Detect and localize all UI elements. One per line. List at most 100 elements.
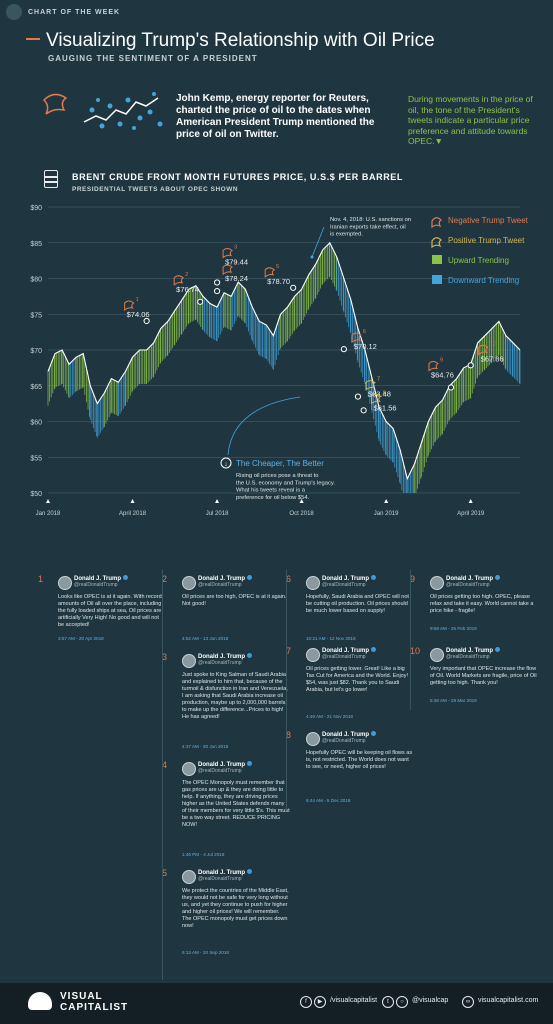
avatar <box>182 762 196 776</box>
tweet-number: 9 <box>410 574 416 584</box>
instagram-icon[interactable]: ○ <box>396 996 408 1008</box>
x-tick-label: April 2018 <box>119 511 147 517</box>
tweet-number: 7 <box>286 646 292 656</box>
tweet-price-label: $79.44 <box>225 258 248 267</box>
x-tick-marker <box>468 499 473 503</box>
tweet-author: Donald J. Trump <box>198 575 253 582</box>
tweet-text: We protect the countries of the Middle E… <box>182 888 289 929</box>
oil-price-chart: $90 $85 $80 $75 $70 $65 $60 $55 $50 Jan 2018 April… <box>30 205 529 517</box>
tweet-handle: @realDonaldTrump <box>322 738 366 744</box>
legend-hair-icon <box>431 217 442 229</box>
tweet-card: 1 Donald J. Trump @realDonaldTrump Looks li… <box>38 574 168 644</box>
avatar <box>306 648 320 662</box>
trump-hair-icon <box>371 393 382 405</box>
tweet-timestamp: 3:57 AM - 20 Apr 2018 <box>58 636 104 641</box>
column-divider <box>410 570 411 710</box>
tweet-number: 9 <box>440 357 443 363</box>
trump-hair-icon <box>264 267 276 278</box>
avatar <box>306 576 320 590</box>
tweet-card: 6 Donald J. Trump @realDonaldTrump Hopefull… <box>286 574 416 644</box>
down-arrow-glyph: ↓ <box>224 461 228 468</box>
facebook-icon[interactable]: f <box>300 996 312 1008</box>
tweet-number: 2 <box>162 574 168 584</box>
brand-line-2: CAPITALIST <box>60 1002 129 1013</box>
tweet-marker <box>213 279 221 286</box>
tweet-marker <box>197 298 204 305</box>
tweet-author: Donald J. Trump <box>322 575 377 582</box>
tweet-text: Hopefully OPEC will be keeping oil flows… <box>306 750 413 770</box>
tweet-number: 10 <box>410 646 421 656</box>
annotation-top-text: Nov. 4, 2018: U.S. sanctions on <box>330 217 411 223</box>
chart-subtitle: PRESIDENTIAL TWEETS ABOUT OPEC SHOWN <box>72 186 239 193</box>
tweet-marker <box>467 362 474 369</box>
oil-barrel-icon <box>44 170 58 188</box>
tweet-timestamp: 6:13 AM - 20 Sep 2018 <box>182 950 229 955</box>
tweet-price-label: $64.76 <box>431 370 454 379</box>
x-tick-marker <box>384 499 389 503</box>
tweet-text: The OPEC Monopoly must remember that gas… <box>182 780 290 828</box>
y-tick-label: $60 <box>30 420 42 427</box>
tweet-card: 5 Donald J. Trump @realDonaldTrump We prote… <box>162 868 292 958</box>
tweet-text: Very important that OPEC increase the fl… <box>430 666 537 686</box>
header-badge: CHART OF THE WEEK <box>0 0 553 22</box>
verified-icon <box>247 575 253 580</box>
tweet-author: Donald J. Trump <box>198 869 253 876</box>
tweet-timestamp: 4:49 AM - 21 Nov 2018 <box>306 714 353 719</box>
trump-hair-icon <box>351 332 362 344</box>
trump-hair-icon <box>124 300 135 311</box>
tweet-handle: @realDonaldTrump <box>446 654 490 660</box>
social-handle-1[interactable]: /visualcapitalist <box>330 997 378 1004</box>
tweet-author: Donald J. Trump <box>322 731 377 738</box>
trump-hair-icon <box>428 360 439 372</box>
tweet-timestamp: 4:52 AM - 13 Jun 2018 <box>182 636 229 641</box>
tweet-price-label: $61.56 <box>374 403 397 412</box>
legend-label: Downward Trending <box>448 276 519 285</box>
tweet-number: 3 <box>162 652 168 662</box>
tweet-timestamp: 9:58 AM - 25 Feb 2019 <box>430 626 477 631</box>
tweet-author: Donald J. Trump <box>74 575 129 582</box>
tweet-price-label: $78.70 <box>267 277 290 286</box>
tweet-handle: @realDonaldTrump <box>198 582 242 588</box>
tweet-marker <box>354 393 362 400</box>
tweet-number: 10 <box>490 341 496 347</box>
social-handle-2[interactable]: @visualcap <box>412 997 449 1004</box>
tweet-number: 4 <box>162 760 168 770</box>
x-tick-label: Jul 2018 <box>206 511 229 517</box>
x-tick-marker <box>46 499 50 503</box>
tweet-timestamp: 10:21 AM - 12 Nov 2018 <box>306 636 356 641</box>
tweet-number: 2 <box>185 272 188 278</box>
verified-icon <box>247 653 253 658</box>
tweet-author: Donald J. Trump <box>322 647 377 654</box>
column-divider <box>162 570 163 980</box>
y-tick-label: $65 <box>30 384 42 391</box>
legend-label: Negative Trump Tweet <box>448 216 529 225</box>
legend-label: Positive Trump Tweet <box>448 236 525 245</box>
trump-hair-icon <box>222 248 233 259</box>
x-tick-label: Jan 2018 <box>36 511 61 517</box>
y-tick-label: $80 <box>30 277 42 284</box>
y-tick-label: $90 <box>30 205 42 212</box>
tweet-card: 10 Donald J. Trump @realDonaldTrump Very im… <box>410 646 540 706</box>
tweet-number: 1 <box>38 574 44 584</box>
tweet-number: 6 <box>286 574 292 584</box>
tweet-price-label: $63.48 <box>368 390 391 399</box>
tweet-text: Oil prices getting lower. Great! Like a … <box>306 666 408 693</box>
avatar <box>58 576 72 590</box>
twitter-icon[interactable]: t <box>382 996 394 1008</box>
annotation-dot <box>310 255 314 259</box>
website-link[interactable]: visualcapitalist.com <box>478 997 539 1004</box>
annotation-bottom-text: Rising oil prices pose a threat to <box>236 473 319 479</box>
tweet-price-label: $67.86 <box>481 354 504 363</box>
tweet-card: 3 Donald J. Trump @realDonaldTrump Just spo… <box>162 652 292 752</box>
tweet-handle: @realDonaldTrump <box>198 660 242 666</box>
tweet-handle: @realDonaldTrump <box>74 582 118 588</box>
link-icon[interactable]: ∞ <box>462 996 474 1008</box>
tweet-author: Donald J. Trump <box>198 761 253 768</box>
youtube-icon[interactable]: ▶ <box>314 996 326 1008</box>
verified-icon <box>371 647 377 652</box>
annotation-bottom-text: the U.S. economy and Trump's legacy. <box>236 480 335 486</box>
avatar <box>182 654 196 668</box>
trump-hair-icon <box>365 380 376 391</box>
brand-line-1: VISUAL <box>60 991 103 1002</box>
tweet-price-label: $74.06 <box>127 310 150 319</box>
